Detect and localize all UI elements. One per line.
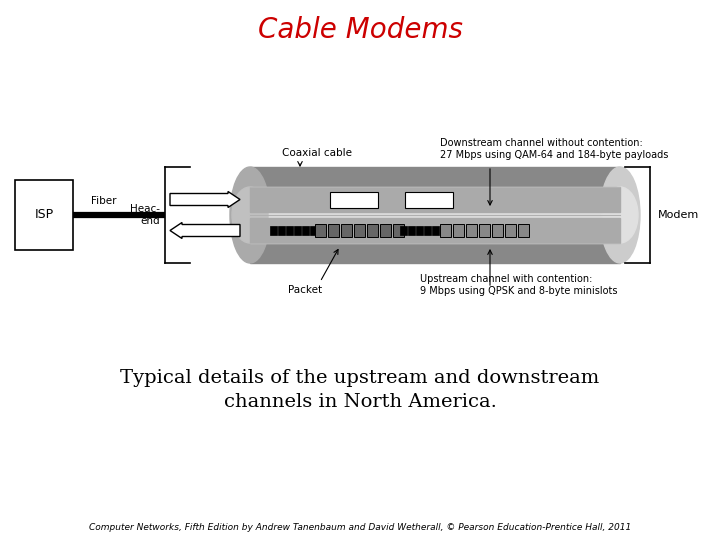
Ellipse shape	[232, 187, 268, 243]
Bar	[466, 224, 477, 237]
Bar	[330, 192, 378, 207]
Text: Packet: Packet	[288, 285, 322, 295]
Bar	[424, 226, 431, 235]
Text: 9 Mbps using QPSK and 8-byte minislots: 9 Mbps using QPSK and 8-byte minislots	[420, 286, 618, 296]
Bar	[250, 187, 620, 243]
Bar	[250, 167, 620, 263]
Ellipse shape	[602, 187, 638, 243]
Text: Computer Networks, Fifth Edition by Andrew Tanenbaum and David Wetherall, © Pear: Computer Networks, Fifth Edition by Andr…	[89, 523, 631, 532]
Bar	[479, 224, 490, 237]
Bar	[15, 180, 73, 250]
Bar	[505, 224, 516, 237]
Bar	[310, 226, 317, 235]
Bar	[286, 226, 293, 235]
Bar	[440, 224, 451, 237]
FancyArrow shape	[170, 192, 240, 207]
Bar	[315, 224, 326, 237]
Bar	[400, 226, 407, 235]
Bar	[250, 218, 620, 243]
Ellipse shape	[230, 167, 270, 263]
Bar	[278, 226, 285, 235]
Bar	[250, 187, 620, 212]
Bar	[341, 224, 352, 237]
Text: ISP: ISP	[35, 208, 53, 221]
Text: Fiber: Fiber	[91, 196, 117, 206]
Text: Downstream channel without contention:: Downstream channel without contention:	[440, 138, 643, 148]
Bar	[354, 224, 365, 237]
Text: Coaxial cable: Coaxial cable	[282, 148, 352, 158]
Bar	[380, 224, 391, 237]
Bar	[408, 226, 415, 235]
Bar	[405, 192, 453, 207]
Bar	[270, 226, 277, 235]
Bar	[328, 224, 339, 237]
Bar	[367, 224, 378, 237]
Text: Heac-
end: Heac- end	[130, 204, 160, 226]
Bar	[416, 226, 423, 235]
Text: Typical details of the upstream and downstream
channels in North America.: Typical details of the upstream and down…	[120, 369, 600, 411]
Bar	[302, 226, 309, 235]
Bar	[432, 226, 439, 235]
Bar	[393, 224, 404, 237]
Bar	[294, 226, 301, 235]
Text: Upstream channel with contention:: Upstream channel with contention:	[420, 274, 593, 284]
Ellipse shape	[600, 167, 640, 263]
Text: 27 Mbps using QAM-64 and 184-byte payloads: 27 Mbps using QAM-64 and 184-byte payloa…	[440, 150, 668, 160]
Text: Modem: Modem	[658, 210, 699, 220]
Bar	[518, 224, 529, 237]
FancyArrow shape	[170, 222, 240, 239]
Bar	[492, 224, 503, 237]
Text: Cable Modems: Cable Modems	[258, 16, 462, 44]
Bar	[453, 224, 464, 237]
